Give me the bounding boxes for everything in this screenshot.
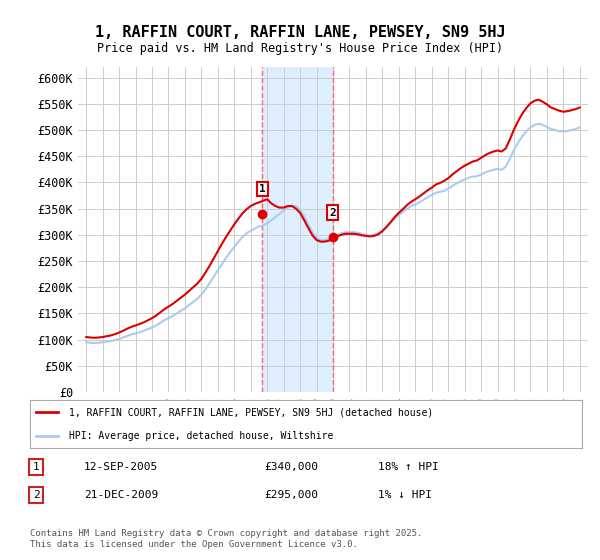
Text: 21-DEC-2009: 21-DEC-2009 (84, 490, 158, 500)
Text: Price paid vs. HM Land Registry's House Price Index (HPI): Price paid vs. HM Land Registry's House … (97, 42, 503, 55)
Text: £340,000: £340,000 (264, 462, 318, 472)
Text: 12-SEP-2005: 12-SEP-2005 (84, 462, 158, 472)
Text: 18% ↑ HPI: 18% ↑ HPI (378, 462, 439, 472)
Text: 1: 1 (259, 184, 266, 194)
Text: 2: 2 (32, 490, 40, 500)
Text: Contains HM Land Registry data © Crown copyright and database right 2025.
This d: Contains HM Land Registry data © Crown c… (30, 529, 422, 549)
Text: 1, RAFFIN COURT, RAFFIN LANE, PEWSEY, SN9 5HJ (detached house): 1, RAFFIN COURT, RAFFIN LANE, PEWSEY, SN… (68, 407, 433, 417)
Text: 1% ↓ HPI: 1% ↓ HPI (378, 490, 432, 500)
Bar (262, 67, 332, 392)
Text: HPI: Average price, detached house, Wiltshire: HPI: Average price, detached house, Wilt… (68, 431, 333, 441)
Text: £295,000: £295,000 (264, 490, 318, 500)
Text: 1, RAFFIN COURT, RAFFIN LANE, PEWSEY, SN9 5HJ: 1, RAFFIN COURT, RAFFIN LANE, PEWSEY, SN… (95, 25, 505, 40)
Text: 1: 1 (32, 462, 40, 472)
Text: 2: 2 (329, 208, 336, 217)
